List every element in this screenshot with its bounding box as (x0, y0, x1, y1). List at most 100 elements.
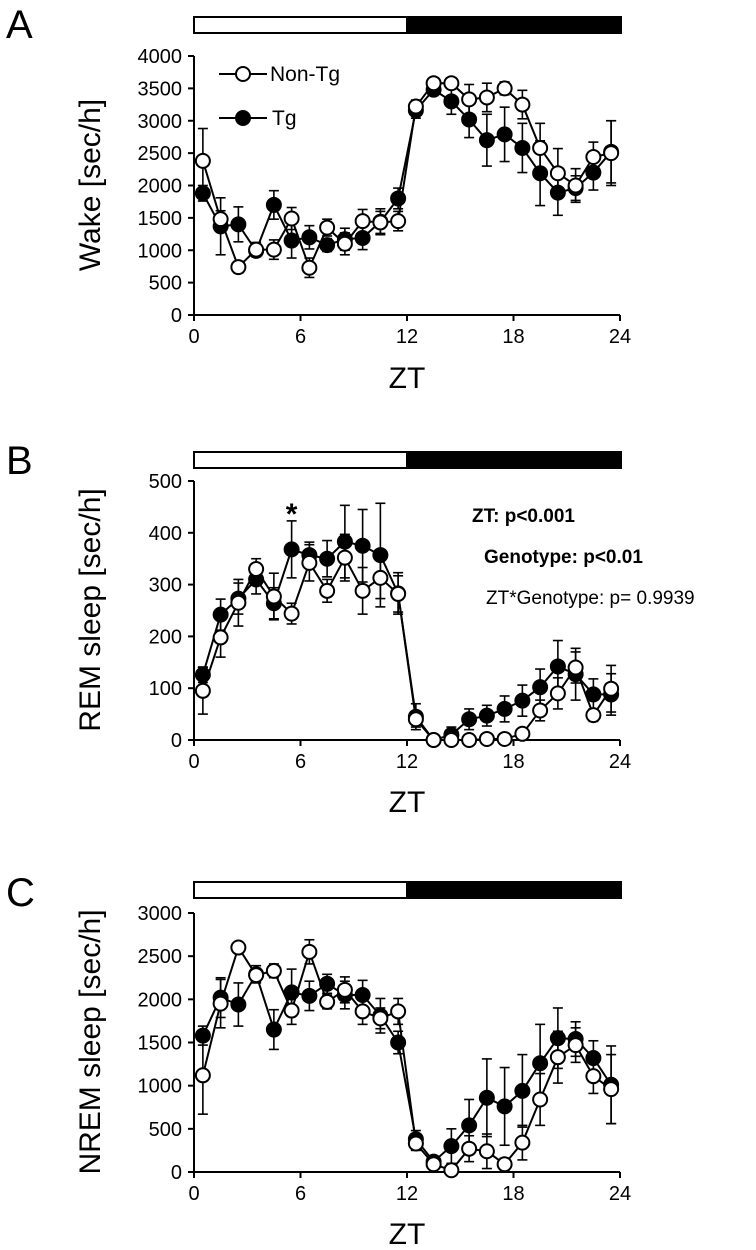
panel-a-x-tick-label: 0 (188, 326, 199, 348)
panel-a-legend: Non-Tg Tg (219, 63, 340, 130)
panel-c-non-tg-point (532, 1091, 549, 1108)
panel-b-tg-point (461, 711, 478, 728)
panel-c-x-tick-label: 18 (502, 1183, 524, 1205)
panel-a-tg-point (443, 93, 460, 110)
panel-c-non-tg-point (496, 1156, 513, 1173)
panel-b-non-tg-point (230, 594, 247, 611)
panel-c-y-tick-label: 1000 (138, 1076, 183, 1098)
panel-c-non-tg-point (443, 1162, 460, 1179)
panel-b-non-tg-point (549, 685, 566, 702)
panel-b-x-tick-label: 12 (396, 751, 418, 773)
panel-c-letter: C (6, 871, 35, 915)
panel-a-tg-point (532, 165, 549, 182)
panel-a-non-tg-series-line (201, 82, 612, 271)
panel-c-non-tg-point (319, 993, 336, 1010)
panel-b-tg-point (212, 606, 229, 623)
panel-c-tg-point (194, 1027, 211, 1044)
stat-genotype-effect: Genotype: p<0.01 (484, 547, 643, 568)
panel-c-x-axis-title: ZT (389, 1218, 426, 1250)
panel-c-tg-point (390, 1034, 407, 1051)
panel-b-non-tg-point (514, 725, 531, 742)
panel-a-non-tg-point (585, 149, 602, 166)
panel-c-tg-series-line (201, 971, 612, 1164)
panel-c-y-tick-label: 1500 (138, 1033, 183, 1055)
legend-non-tg-marker (235, 66, 251, 82)
panel-b-non-tg-point (461, 732, 478, 748)
panel-b-tg-point (319, 550, 336, 567)
panel-a-tg-point (461, 111, 478, 128)
panel-a-tg-point (283, 232, 300, 249)
panel-a-non-tg-point (461, 91, 478, 108)
panel-c-non-tg-point (194, 1067, 211, 1084)
legend-non-tg-label: Non-Tg (270, 63, 340, 86)
panel-a-non-tg-point (248, 241, 265, 258)
panel-c-non-tg-point (425, 1156, 442, 1173)
panel-c-non-tg-point (585, 1068, 602, 1085)
panel-b-non-tg-point (496, 730, 513, 747)
panel-b-non-tg-point (443, 732, 460, 748)
panel-b-tg-point (496, 700, 513, 717)
panel-a-y-tick-label: 1500 (138, 208, 183, 230)
panel-a-plot-area: 0 500 1000 1500 2000 2500 3000 3500 4000 0 6 12 18 24 (138, 46, 632, 348)
panel-a-y-tick-label: 2500 (138, 143, 183, 165)
panel-c-non-tg-point (390, 1003, 407, 1020)
panel-b-non-tg-point (390, 585, 407, 602)
panel-a-letter: A (6, 3, 33, 47)
panel-b-non-tg-point (567, 659, 584, 676)
panel-c-tg-point (283, 984, 300, 1001)
panel-b-tg-point (514, 692, 531, 709)
panel-a-non-tg-point (532, 139, 549, 156)
panel-c-non-tg-point (212, 995, 229, 1012)
panel-b-y-tick-label: 200 (149, 626, 182, 648)
panel-b-x-tick-label: 18 (502, 751, 524, 773)
panel-b-x-axis-title: ZT (389, 786, 426, 819)
panel-b-tg-point (478, 707, 495, 724)
panel-b-tg-point (585, 686, 602, 703)
panel-a-non-tg-point (319, 219, 336, 236)
panel-a-y-tick-label: 1000 (138, 240, 183, 262)
panel-b-non-tg-point (407, 711, 424, 728)
panel-b-tg-point (549, 658, 566, 675)
panel-a-x-axis-title: ZT (389, 362, 426, 395)
panel-b-y-tick-label: 300 (149, 575, 182, 597)
panel-c-non-tg-point (301, 943, 318, 960)
panel-c-tg-point (265, 1021, 282, 1038)
panel-c-y-tick-label: 500 (149, 1119, 182, 1141)
panel-b-non-tg-point (372, 569, 389, 586)
panel-a-y-tick-label: 3500 (138, 78, 183, 100)
panel-a-non-tg-point (283, 210, 300, 227)
panel-c-non-tg-point (372, 1010, 389, 1027)
panel-a-x-tick-label: 12 (396, 326, 418, 348)
panel-c-dark-phase-bar (406, 881, 622, 899)
panel-b-light-phase-bar (193, 451, 408, 469)
panel-b-non-tg-point (336, 549, 353, 566)
panel-a-tg-point (354, 229, 371, 246)
panel-c-non-tg-series-line (201, 945, 612, 1172)
panel-c-y-tick-label: 2500 (138, 946, 183, 968)
panel-b-y-axis-title: REM sleep [sec/h] (74, 488, 107, 731)
panel-a-tg-point (301, 229, 318, 246)
panel-a-y-tick-label: 0 (171, 305, 182, 327)
panel-b-non-tg-point (319, 582, 336, 599)
panel-a-y-tick-label: 4000 (138, 46, 183, 68)
panel-c-tg-point (230, 996, 247, 1013)
panel-a-non-tg-point (336, 235, 353, 252)
legend-tg-label: Tg (272, 107, 297, 130)
panel-c-x-tick-label: 0 (188, 1183, 199, 1205)
panel-a-non-tg-point (567, 177, 584, 194)
panel-c-non-tg-point (461, 1140, 478, 1157)
panel-c-non-tg-point (354, 1003, 371, 1020)
panel-a-non-tg-point (425, 75, 442, 92)
panel-c-non-tg-point (603, 1081, 620, 1098)
panel-c-y-axis-title: NREM sleep [sec/h] (74, 909, 107, 1174)
panel-c-y-tick-label: 3000 (138, 903, 183, 925)
stat-zt-effect: ZT: p<0.001 (472, 506, 575, 527)
panel-b-letter: B (6, 439, 33, 483)
panel-b-y-tick-label: 400 (149, 523, 182, 545)
panel-b-non-tg-point (585, 707, 602, 724)
panel-c-non-tg-point (567, 1037, 584, 1054)
panel-b-non-tg-point (265, 588, 282, 605)
panel-b-non-tg-point (603, 680, 620, 697)
panel-a-tg-point (265, 196, 282, 213)
